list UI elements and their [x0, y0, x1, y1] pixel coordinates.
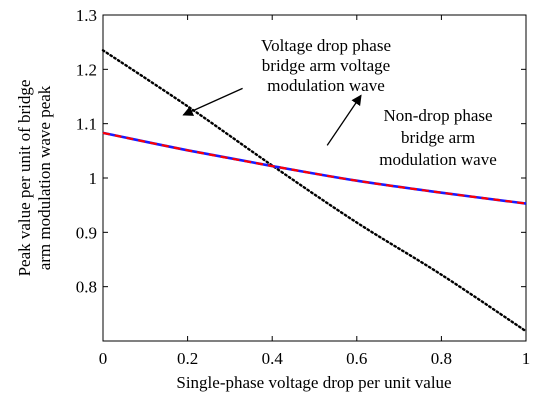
- annotation: Non-drop phase bridge arm modulation wave: [326, 94, 497, 169]
- annotation-arrow: [182, 87, 243, 116]
- x-tick-label: 0.2: [177, 349, 198, 368]
- y-tick-label: 0.8: [76, 278, 97, 297]
- annotation-text: modulation wave: [379, 150, 497, 169]
- annotation-text: bridge arm: [401, 128, 475, 147]
- y-tick-label: 0.9: [76, 223, 97, 242]
- x-tick-label: 1: [522, 349, 531, 368]
- y-axis-label-line: arm modulation wave peak: [35, 85, 54, 270]
- x-tick-label: 0: [99, 349, 108, 368]
- y-axis-label-line: Peak value per unit of bridge: [15, 80, 34, 277]
- y-axis-label: Peak value per unit of bridge arm modulat…: [15, 80, 54, 277]
- x-axis-ticks: 0 0.2 0.4 0.6 0.8 1: [99, 15, 531, 368]
- y-tick-label: 1.3: [76, 6, 97, 25]
- x-tick-label: 0.4: [262, 349, 284, 368]
- x-tick-label: 0.8: [431, 349, 452, 368]
- annotation-text: Voltage drop phase: [261, 36, 391, 55]
- y-tick-label: 1.2: [76, 60, 97, 79]
- series-line-dashed: [102, 131, 527, 205]
- y-tick-label: 1: [89, 169, 98, 188]
- annotation-text: Non-drop phase: [383, 106, 492, 125]
- plot-box: [102, 14, 527, 342]
- y-axis-ticks: 0.8 0.9 1 1.1 1.2 1.3: [76, 6, 526, 297]
- series-layer: [101, 49, 528, 333]
- annotation-text: modulation wave: [267, 76, 385, 95]
- y-tick-label: 1.1: [76, 115, 97, 134]
- x-axis-label: Single-phase voltage drop per unit value: [176, 373, 451, 392]
- annotation-text: bridge arm voltage: [262, 56, 390, 75]
- x-tick-label: 0.6: [346, 349, 367, 368]
- plot-frame: [102, 14, 527, 342]
- series-line-dotted: [101, 49, 528, 333]
- annotation-arrow: [326, 94, 362, 146]
